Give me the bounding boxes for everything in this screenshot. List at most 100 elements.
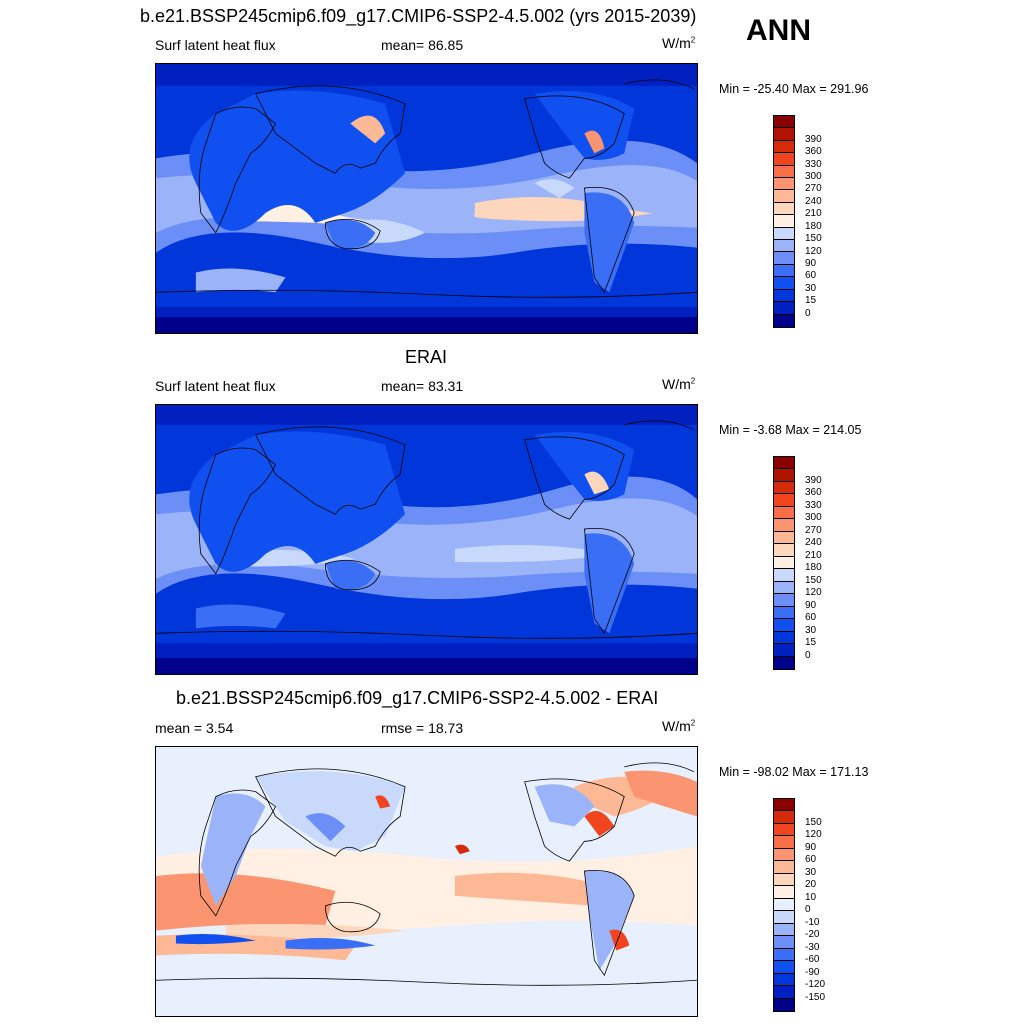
colorbar-label: 300 xyxy=(805,171,822,183)
colorbar-swatch xyxy=(774,569,794,582)
panel2-colorbar xyxy=(773,456,795,670)
colorbar-label: 270 xyxy=(805,183,822,195)
colorbar-swatch xyxy=(774,277,794,290)
colorbar-label: 330 xyxy=(805,158,822,170)
colorbar-swatch xyxy=(774,140,794,154)
colorbar-swatch xyxy=(774,823,794,837)
panel3-mean: mean = 3.54 xyxy=(155,720,234,736)
colorbar-swatch xyxy=(774,923,794,937)
panel3-rmse: rmse = 18.73 xyxy=(381,720,464,736)
colorbar-label: -10 xyxy=(805,916,820,928)
colorbar-swatch xyxy=(774,190,794,203)
colorbar-swatch xyxy=(774,153,794,166)
colorbar-swatch xyxy=(774,811,794,824)
colorbar-swatch xyxy=(774,911,794,924)
colorbar-swatch xyxy=(774,240,794,253)
colorbar-swatch xyxy=(774,289,794,303)
panel2-variable: Surf latent heat flux xyxy=(155,378,276,394)
colorbar-label: 15 xyxy=(805,295,817,307)
panel1-colorbar xyxy=(773,115,795,328)
panel1-variable: Surf latent heat flux xyxy=(155,37,276,53)
panel1-units: W/m2 xyxy=(662,35,696,51)
colorbar-label: 150 xyxy=(805,574,822,586)
colorbar-label: 120 xyxy=(805,587,822,599)
colorbar-swatch xyxy=(774,469,794,482)
panel2-minmax: Min = -3.68 Max = 214.05 xyxy=(719,423,862,437)
colorbar-swatch xyxy=(774,656,794,669)
colorbar-swatch xyxy=(774,594,794,607)
colorbar-label: -30 xyxy=(805,941,820,953)
colorbar-swatch xyxy=(774,631,794,645)
colorbar-label: 0 xyxy=(805,649,811,661)
colorbar-swatch xyxy=(774,619,794,632)
colorbar-label: 120 xyxy=(805,829,822,841)
colorbar-label: 30 xyxy=(805,866,817,878)
colorbar-label: -90 xyxy=(805,966,820,978)
colorbar-label: 30 xyxy=(805,624,817,636)
colorbar-swatch xyxy=(774,252,794,265)
colorbar-swatch xyxy=(774,556,794,570)
colorbar-label: 15 xyxy=(805,637,817,649)
colorbar-swatch xyxy=(774,165,794,179)
colorbar-label: 210 xyxy=(805,549,822,561)
colorbar-label: -120 xyxy=(805,979,826,991)
colorbar-swatch xyxy=(774,519,794,532)
colorbar-swatch xyxy=(774,861,794,874)
colorbar-label: 90 xyxy=(805,841,817,853)
panel3-units: W/m2 xyxy=(662,718,696,734)
season-label: ANN xyxy=(746,14,811,47)
colorbar-swatch xyxy=(774,481,794,495)
panel2-mean: mean= 83.31 xyxy=(381,378,464,394)
colorbar-label: 30 xyxy=(805,282,817,294)
colorbar-swatch xyxy=(774,986,794,999)
colorbar-label: 60 xyxy=(805,854,817,866)
panel3-minmax: Min = -98.02 Max = 171.13 xyxy=(719,765,869,779)
colorbar-label: 210 xyxy=(805,208,822,220)
panel3-colorbar xyxy=(773,798,795,1012)
colorbar-swatch xyxy=(774,973,794,987)
colorbar-label: 0 xyxy=(805,904,811,916)
colorbar-swatch xyxy=(774,886,794,899)
colorbar-label: 390 xyxy=(805,474,822,486)
colorbar-swatch xyxy=(774,848,794,862)
colorbar-label: 90 xyxy=(805,599,817,611)
panel3-title: b.e21.BSSP245cmip6.f09_g17.CMIP6-SSP2-4.… xyxy=(176,688,659,708)
colorbar-swatch xyxy=(774,898,794,912)
colorbar-swatch xyxy=(774,178,794,191)
panel2-title: ERAI xyxy=(405,347,448,367)
colorbar-swatch xyxy=(774,836,794,849)
colorbar-swatch xyxy=(774,531,794,545)
colorbar-label: 0 xyxy=(805,307,811,319)
colorbar-label: -60 xyxy=(805,954,820,966)
colorbar-swatch xyxy=(774,302,794,315)
colorbar-label: 300 xyxy=(805,512,822,524)
colorbar-label: 360 xyxy=(805,146,822,158)
colorbar-label: 60 xyxy=(805,270,817,282)
colorbar-swatch xyxy=(774,494,794,507)
colorbar-swatch xyxy=(774,457,794,470)
colorbar-label: -150 xyxy=(805,991,826,1003)
main-title: b.e21.BSSP245cmip6.f09_g17.CMIP6-SSP2-4.… xyxy=(140,6,697,26)
panel1-map xyxy=(155,63,698,334)
colorbar-label: 10 xyxy=(805,891,817,903)
colorbar-swatch xyxy=(774,644,794,657)
colorbar-label: 20 xyxy=(805,879,817,891)
colorbar-swatch xyxy=(774,128,794,141)
colorbar-swatch xyxy=(774,606,794,620)
colorbar-swatch xyxy=(774,799,794,812)
colorbar-swatch xyxy=(774,215,794,228)
colorbar-label: 150 xyxy=(805,233,822,245)
colorbar-label: 90 xyxy=(805,257,817,269)
colorbar-label: 180 xyxy=(805,220,822,232)
colorbar-swatch xyxy=(774,936,794,949)
panel2-map xyxy=(155,404,698,675)
colorbar-swatch xyxy=(774,202,794,216)
colorbar-swatch xyxy=(774,314,794,327)
colorbar-swatch xyxy=(774,873,794,887)
panel1-mean: mean= 86.85 xyxy=(381,37,464,53)
colorbar-label: 150 xyxy=(805,816,822,828)
colorbar-swatch xyxy=(774,581,794,595)
colorbar-label: 240 xyxy=(805,537,822,549)
colorbar-label: 180 xyxy=(805,562,822,574)
colorbar-label: 390 xyxy=(805,133,822,145)
